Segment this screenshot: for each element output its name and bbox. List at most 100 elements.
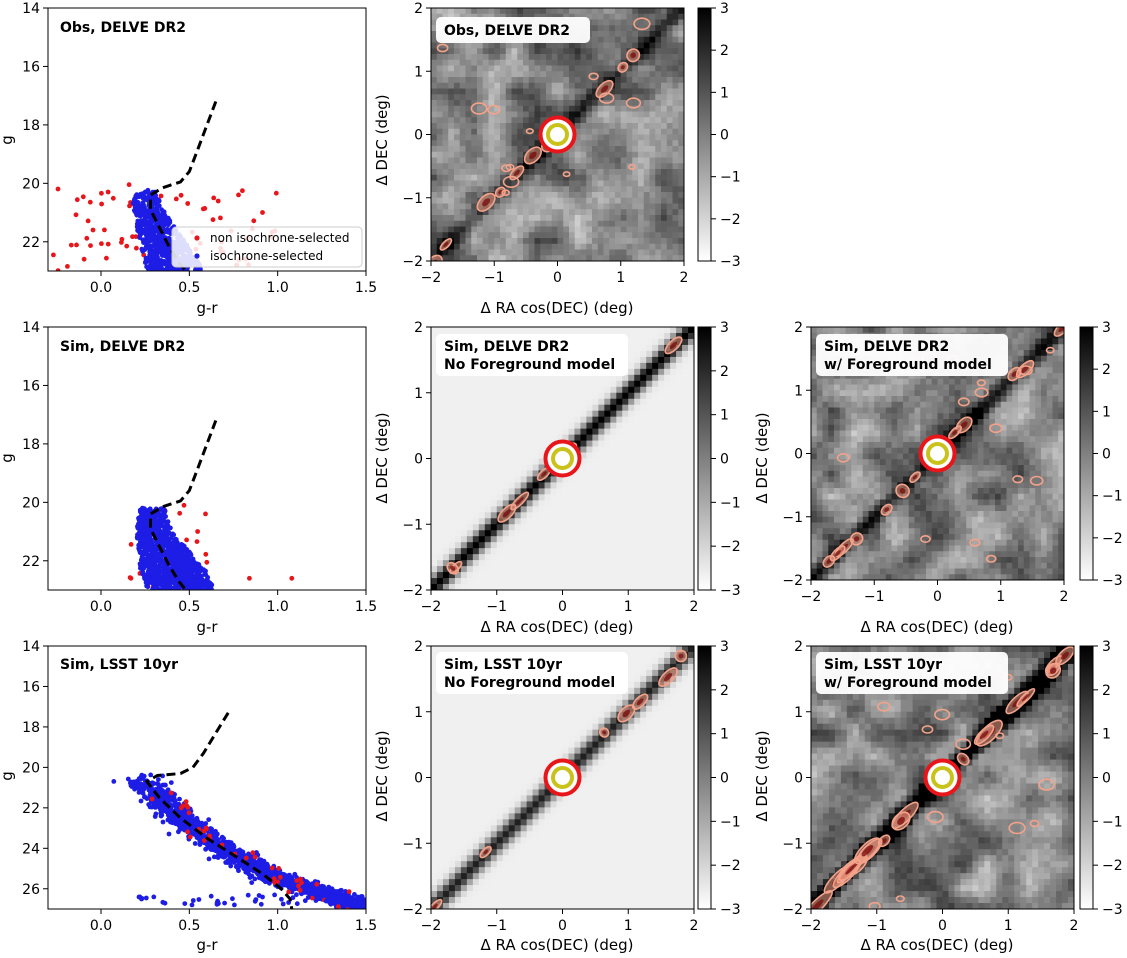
data-point	[258, 901, 264, 907]
map-cell	[523, 186, 530, 193]
map-cell	[500, 232, 507, 239]
map-cell	[494, 42, 501, 49]
data-point	[247, 875, 253, 880]
map-cell	[517, 226, 524, 233]
data-point	[164, 584, 170, 589]
map-cell	[540, 157, 547, 164]
map-cell	[448, 255, 455, 261]
map-cell	[442, 77, 449, 84]
map-cell	[505, 77, 513, 84]
data-point	[277, 874, 283, 880]
map-cell	[454, 203, 461, 210]
map-cell	[454, 215, 461, 222]
data-point	[165, 215, 171, 221]
map-cell	[471, 243, 478, 251]
data-point	[332, 890, 337, 896]
data-point	[164, 796, 170, 802]
map-cell	[482, 186, 490, 193]
map-cell	[586, 54, 593, 61]
map-cell	[609, 140, 616, 147]
x-tick-label: 1.5	[355, 918, 377, 934]
map-cell	[626, 151, 633, 159]
map-cell	[638, 146, 645, 153]
map-cell	[505, 94, 513, 101]
map-cell	[500, 157, 507, 164]
data-point	[185, 578, 191, 583]
data-point	[313, 898, 319, 903]
map-cell	[459, 174, 467, 182]
map-cell	[517, 151, 524, 159]
map-cell	[620, 123, 628, 130]
data-point	[186, 561, 192, 567]
map-cell	[454, 71, 461, 78]
data-point	[222, 900, 228, 906]
map-cell	[431, 123, 438, 130]
map-cell	[551, 111, 559, 118]
data-point	[356, 906, 361, 909]
map-cell	[597, 215, 605, 222]
map-cell	[615, 13, 622, 21]
map-cell	[546, 232, 553, 239]
map-cell	[597, 232, 605, 239]
map-cell	[436, 174, 444, 182]
map-cell	[448, 226, 455, 233]
map-cell	[592, 31, 599, 38]
map-cell	[557, 111, 564, 118]
data-point	[193, 267, 198, 271]
map-cell	[448, 8, 455, 15]
map-cell	[586, 134, 593, 141]
map-cell	[459, 100, 467, 107]
map-cell	[517, 8, 524, 15]
map-cell	[580, 134, 587, 141]
data-point	[214, 831, 220, 837]
map-cell	[488, 13, 495, 21]
map-cell	[471, 123, 478, 130]
data-point	[256, 864, 261, 870]
map-cell	[517, 146, 524, 153]
map-cell	[626, 82, 633, 90]
data-point	[186, 810, 192, 816]
map-cell	[551, 192, 559, 199]
data-point	[166, 831, 172, 837]
map-cell	[569, 71, 576, 78]
map-cell	[505, 238, 513, 245]
map-cell	[431, 157, 438, 164]
map-cell	[615, 54, 622, 61]
map-cell	[534, 71, 541, 78]
map-cell	[638, 19, 645, 26]
map-cell	[551, 232, 559, 239]
map-cell	[626, 180, 633, 187]
map-cell	[615, 220, 622, 228]
map-cell	[615, 180, 622, 187]
map-cell	[523, 111, 530, 118]
map-cell	[569, 151, 576, 159]
data-point	[276, 866, 282, 871]
map-cell	[620, 71, 628, 78]
map-cell	[436, 94, 444, 101]
map-cell	[442, 174, 449, 182]
map-cell	[505, 54, 513, 61]
map-cell	[626, 215, 633, 222]
map-cell	[477, 255, 484, 261]
data-point	[283, 873, 289, 878]
map-cell	[638, 134, 645, 141]
data-point	[156, 267, 162, 271]
map-cell	[592, 232, 599, 239]
data-point	[189, 813, 195, 818]
map-cell	[494, 174, 501, 182]
map-cell	[465, 215, 472, 222]
map-cell	[511, 238, 518, 245]
map-cell	[603, 19, 610, 26]
map-cell	[436, 134, 444, 141]
map-cell	[494, 249, 501, 256]
map-cell	[586, 82, 593, 90]
map-cell	[603, 77, 610, 84]
data-point	[273, 190, 279, 196]
map-cell	[609, 123, 616, 130]
map-cell	[620, 203, 628, 210]
map-cell	[615, 209, 622, 216]
data-point	[204, 577, 210, 582]
map-cell	[471, 163, 478, 170]
map-cell	[500, 8, 507, 15]
data-point	[373, 907, 378, 912]
